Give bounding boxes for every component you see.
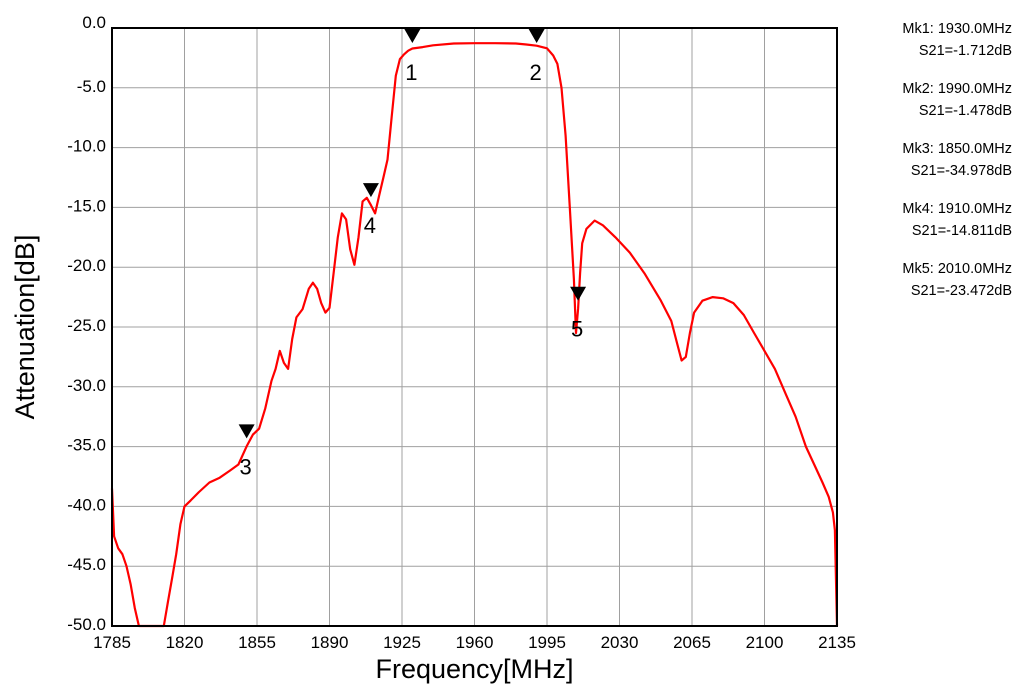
legend-entry-mk4: Mk4: 1910.0MHz S21=-14.811dB xyxy=(855,198,1020,242)
x-tick-label: 2030 xyxy=(601,633,639,652)
x-tick-label: 1995 xyxy=(528,633,566,652)
y-tick-label: -25.0 xyxy=(67,316,106,335)
x-tick-label: 2065 xyxy=(673,633,711,652)
marker-label: 5 xyxy=(571,317,583,342)
y-tick-label: -10.0 xyxy=(67,137,106,156)
x-tick-label: 1925 xyxy=(383,633,421,652)
x-tick-label: 1785 xyxy=(93,633,131,652)
marker-label: 1 xyxy=(405,60,417,85)
marker-triangle xyxy=(238,424,255,439)
legend-mk1-frequency: Mk1: 1930.0MHz xyxy=(902,21,1012,37)
y-tick-labels: 0.0 -5.0 -10.0 -15.0 -20.0 -25.0 -30.0 -35.0 -40… xyxy=(67,13,106,634)
legend-mk5-s21: S21=-23.472dB xyxy=(910,283,1012,299)
y-tick-label: -40.0 xyxy=(67,495,106,514)
y-tick-label: -5.0 xyxy=(77,77,106,96)
grid xyxy=(112,28,837,626)
x-tick-label: 1855 xyxy=(238,633,276,652)
x-tick-labels: 1785 1820 1855 1890 1925 1960 1995 2030 2065 2100… xyxy=(93,633,856,652)
x-tick-label: 1960 xyxy=(456,633,494,652)
legend-entry-mk5: Mk5: 2010.0MHz S21=-23.472dB xyxy=(855,258,1020,302)
marker-triangle xyxy=(404,29,421,43)
y-tick-label: -20.0 xyxy=(67,256,106,275)
x-tick-label: 1890 xyxy=(311,633,349,652)
y-tick-label: -35.0 xyxy=(67,436,106,455)
marker-readout-legend: Mk1: 1930.0MHz S21=-1.712dB Mk2: 1990.0M… xyxy=(855,18,1020,318)
marker-triangle xyxy=(570,286,587,301)
legend-mk1-s21: S21=-1.712dB xyxy=(918,43,1012,59)
marker-label: 3 xyxy=(240,454,252,479)
marker-triangle xyxy=(362,183,379,198)
y-tick-label: -15.0 xyxy=(67,196,106,215)
legend-entry-mk1: Mk1: 1930.0MHz S21=-1.712dB xyxy=(855,18,1020,62)
y-tick-label: -50.0 xyxy=(67,615,106,634)
legend-mk3-frequency: Mk3: 1850.0MHz xyxy=(902,141,1012,157)
y-axis-title: Attenuation[dB] xyxy=(10,235,40,420)
x-tick-label: 1820 xyxy=(166,633,204,652)
y-tick-label: -45.0 xyxy=(67,555,106,574)
plot-frame xyxy=(111,27,838,627)
x-axis-title: Frequency[MHz] xyxy=(375,654,573,684)
legend-mk3-s21: S21=-34.978dB xyxy=(910,163,1012,179)
y-tick-label: -30.0 xyxy=(67,376,106,395)
legend-mk2-s21: S21=-1.478dB xyxy=(918,103,1012,119)
x-tick-label: 2135 xyxy=(818,633,856,652)
legend-entry-mk3: Mk3: 1850.0MHz S21=-34.978dB xyxy=(855,138,1020,182)
s21-curve-group xyxy=(110,42,839,628)
marker-group: 1 2 3 4 5 xyxy=(238,29,587,479)
legend-mk2-frequency: Mk2: 1990.0MHz xyxy=(902,81,1012,97)
legend-entry-mk2: Mk2: 1990.0MHz S21=-1.478dB xyxy=(855,78,1020,122)
marker-label: 4 xyxy=(364,213,376,238)
s21-curve xyxy=(110,42,839,628)
marker-label: 2 xyxy=(530,60,542,85)
legend-mk4-s21: S21=-14.811dB xyxy=(911,223,1012,239)
marker-triangle xyxy=(528,29,545,43)
y-tick-label: 0.0 xyxy=(82,13,106,32)
legend-mk4-frequency: Mk4: 1910.0MHz xyxy=(902,201,1012,217)
legend-mk5-frequency: Mk5: 2010.0MHz xyxy=(902,261,1012,277)
x-tick-label: 2100 xyxy=(746,633,784,652)
